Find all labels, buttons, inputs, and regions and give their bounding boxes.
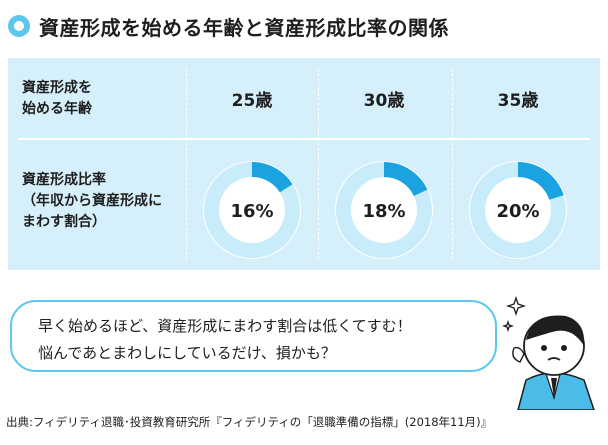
source-citation: 出典:フィデリティ退職･投資教育研究所『フィデリティの「退職準備の指標」(201…	[6, 415, 493, 429]
donut-chart-30: 18%	[334, 160, 434, 260]
donut-slice	[518, 162, 564, 200]
age-label-30: 30歳	[363, 91, 405, 111]
donut-slice	[384, 162, 428, 196]
percent-label: 16%	[230, 201, 273, 222]
age-label-35: 35歳	[497, 91, 539, 111]
column-divider	[318, 68, 319, 260]
column-divider	[186, 68, 187, 260]
mascot-illustration	[496, 288, 608, 414]
speech-line-2: 悩んであとまわしにしているだけ、損かも？	[38, 344, 336, 362]
age-label-25: 25歳	[231, 91, 273, 111]
donut-chart-25: 16%	[202, 160, 302, 260]
page-title: 資産形成を始める年齢と資産形成比率の関係	[39, 15, 449, 40]
title-row: 資産形成を始める年齢と資産形成比率の関係	[8, 8, 449, 44]
speech-bubble: 早く始めるほど、資産形成にまわす割合は低くてすむ！ 悩んであとまわしにしているだ…	[10, 300, 497, 372]
businessman-icon	[512, 315, 596, 411]
comparison-table: 資産形成を 始める年齢 資産形成比率 （年収から資産形成に まわす割合） 25歳…	[8, 58, 600, 270]
row-label-start-age: 資産形成を 始める年齢	[22, 80, 92, 117]
row-divider	[18, 138, 590, 140]
donut-chart-35: 20%	[468, 160, 568, 260]
title-bullet-icon	[8, 15, 30, 37]
donut-slice	[252, 162, 293, 193]
percent-label: 18%	[362, 201, 405, 222]
sparkle-icon	[501, 295, 527, 333]
percent-label: 20%	[496, 201, 539, 222]
column-divider	[452, 68, 453, 260]
row-label-saving-ratio: 資産形成比率 （年収から資産形成に まわす割合）	[22, 172, 162, 230]
speech-line-1: 早く始めるほど、資産形成にまわす割合は低くてすむ！	[38, 317, 412, 335]
